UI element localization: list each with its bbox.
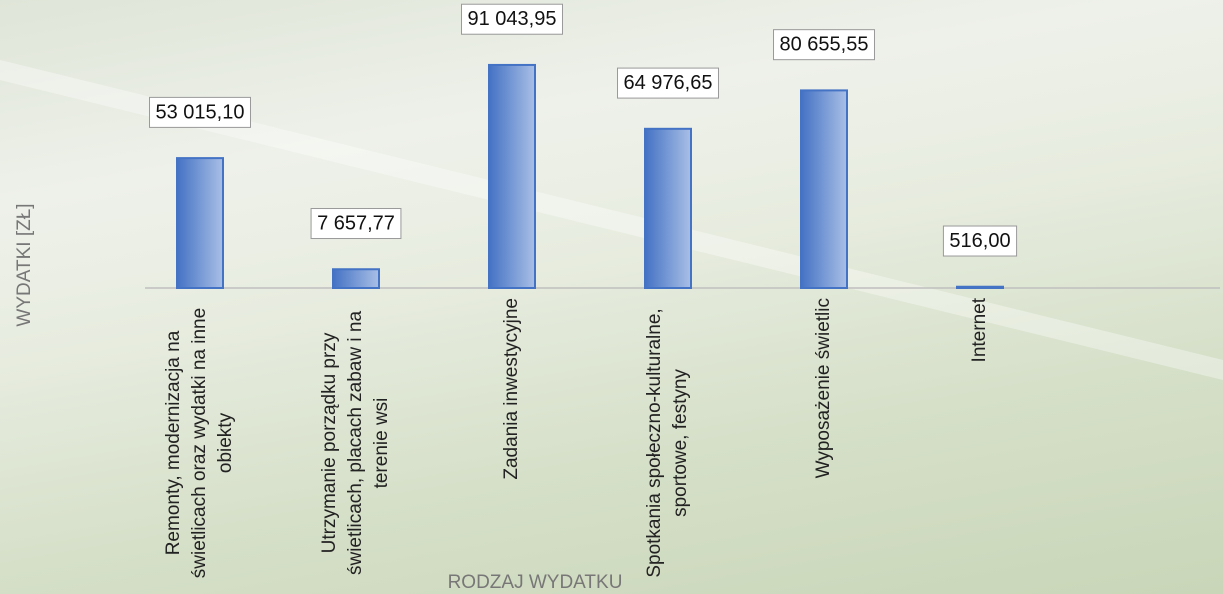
- bar: [800, 89, 848, 289]
- x-tick-label-text: Internet: [969, 298, 990, 363]
- x-axis-title: RODZAJ WYDATKU: [448, 572, 623, 593]
- value-label-box: [461, 3, 563, 35]
- bar: [956, 285, 1004, 290]
- value-label: 53 015,10: [156, 101, 245, 123]
- x-tick-label-text: Zadania inwestycyjne: [501, 298, 522, 480]
- value-label-box: [942, 225, 1018, 257]
- y-axis-title: WYDATKI [ZŁ]: [14, 203, 35, 326]
- bar: [488, 63, 536, 289]
- x-tick-label-text: Utrzymanie porządku przy świetlicach, pl…: [319, 310, 392, 576]
- value-label: 7 657,77: [317, 213, 395, 235]
- bar: [332, 268, 380, 289]
- value-label-box: [617, 67, 719, 99]
- x-tick-label: Remonty, modernizacja na świetlicach ora…: [158, 298, 242, 588]
- value-label: 64 976,65: [624, 72, 713, 94]
- value-label-box: [773, 29, 875, 61]
- x-tick-label-text: Wyposażenie świetlic: [813, 298, 834, 479]
- x-tick-label: Spotkania społeczno-kulturalne, sportowe…: [626, 298, 710, 588]
- value-label: 516,00: [949, 230, 1010, 252]
- x-tick-label-text: Remonty, modernizacja na świetlicach ora…: [163, 307, 236, 579]
- value-label-box: [310, 208, 402, 240]
- value-label-box: [149, 96, 251, 128]
- x-tick-label: Wyposażenie świetlic: [782, 298, 866, 588]
- bar: [644, 127, 692, 289]
- value-label: 80 655,55: [780, 34, 869, 56]
- value-label: 91 043,95: [468, 8, 557, 30]
- bar: [176, 157, 224, 289]
- x-tick-label: Zadania inwestycyjne: [470, 298, 554, 588]
- x-tick-label-text: Spotkania społeczno-kulturalne, sportowe…: [644, 308, 691, 578]
- x-tick-label: Utrzymanie porządku przy świetlicach, pl…: [314, 298, 398, 588]
- road: [0, 60, 1223, 380]
- x-tick-label: Internet: [938, 298, 1022, 588]
